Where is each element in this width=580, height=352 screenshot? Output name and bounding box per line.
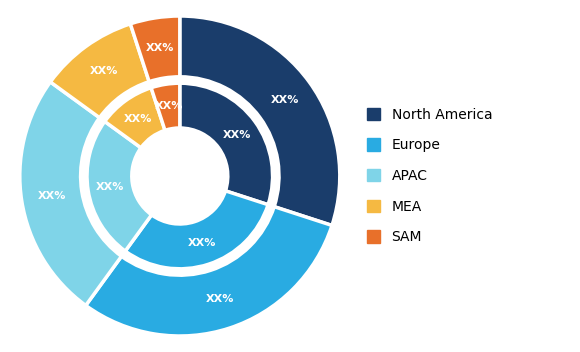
Text: XX%: XX% — [187, 238, 216, 248]
Wedge shape — [180, 16, 340, 225]
Wedge shape — [151, 83, 180, 130]
Text: XX%: XX% — [270, 95, 299, 105]
Wedge shape — [87, 121, 151, 251]
Text: XX%: XX% — [223, 130, 251, 140]
Text: XX%: XX% — [38, 191, 66, 201]
Text: XX%: XX% — [89, 66, 118, 76]
Wedge shape — [105, 88, 165, 148]
Legend: North America, Europe, APAC, MEA, SAM: North America, Europe, APAC, MEA, SAM — [367, 108, 492, 244]
Wedge shape — [130, 16, 180, 82]
Wedge shape — [180, 83, 273, 205]
Text: XX%: XX% — [146, 43, 174, 53]
Wedge shape — [50, 24, 149, 118]
Wedge shape — [20, 82, 121, 306]
Wedge shape — [86, 207, 332, 336]
Text: XX%: XX% — [124, 114, 153, 124]
Text: XX%: XX% — [155, 101, 183, 112]
Text: XX%: XX% — [206, 294, 234, 304]
Wedge shape — [125, 191, 268, 269]
Text: XX%: XX% — [96, 182, 125, 192]
